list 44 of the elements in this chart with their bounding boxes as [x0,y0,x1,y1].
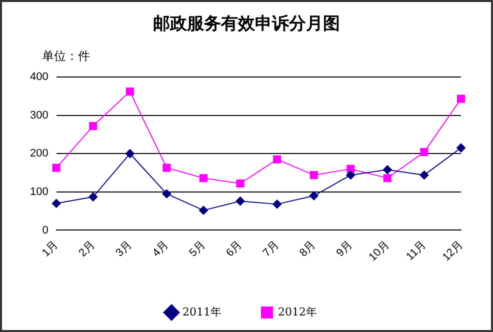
point [273,155,282,164]
point [272,200,282,209]
point [456,143,466,152]
point [125,149,134,158]
point [420,148,428,156]
point [126,88,134,96]
point [162,164,171,172]
point [236,196,245,206]
point [346,170,356,180]
point [52,198,61,208]
legend-label: 2011年 [182,305,222,318]
x-tick-label: 9月 [334,238,355,260]
point [162,189,172,198]
point [456,94,466,103]
x-tick-label: 2月 [76,238,98,260]
chart-title: 邮政服务有效申诉分月图 [152,13,341,35]
y-tick-label: 0 [42,224,48,236]
x-tick-label: 12月 [440,238,466,264]
point [309,191,318,200]
y-tick-label: 300 [30,109,48,122]
x-tick-label: 5月 [187,238,208,260]
point [383,174,392,182]
point [199,206,208,215]
point [382,165,392,174]
y-tick-label: 200 [30,148,48,160]
point [310,171,318,180]
x-tick-label: 7月 [260,238,282,260]
point [236,179,244,188]
point [89,122,98,130]
text: 单位：件 [42,48,90,65]
x-tick-label: 1月 [40,238,61,260]
x-tick-label: 6月 [224,238,245,260]
y-tick-label: 400 [30,71,48,84]
legend-label: 2012年 [278,305,317,318]
x-tick-label: 8月 [298,238,318,260]
point [88,192,98,202]
y-tick-label: 100 [30,186,48,198]
x-tick-label: 4月 [150,238,171,260]
point [420,170,429,180]
x-tick-label: 10月 [366,238,392,264]
x-tick-label: 11月 [404,238,428,264]
point [199,174,208,182]
x-tick-label: 3月 [114,238,134,260]
point [52,164,60,172]
